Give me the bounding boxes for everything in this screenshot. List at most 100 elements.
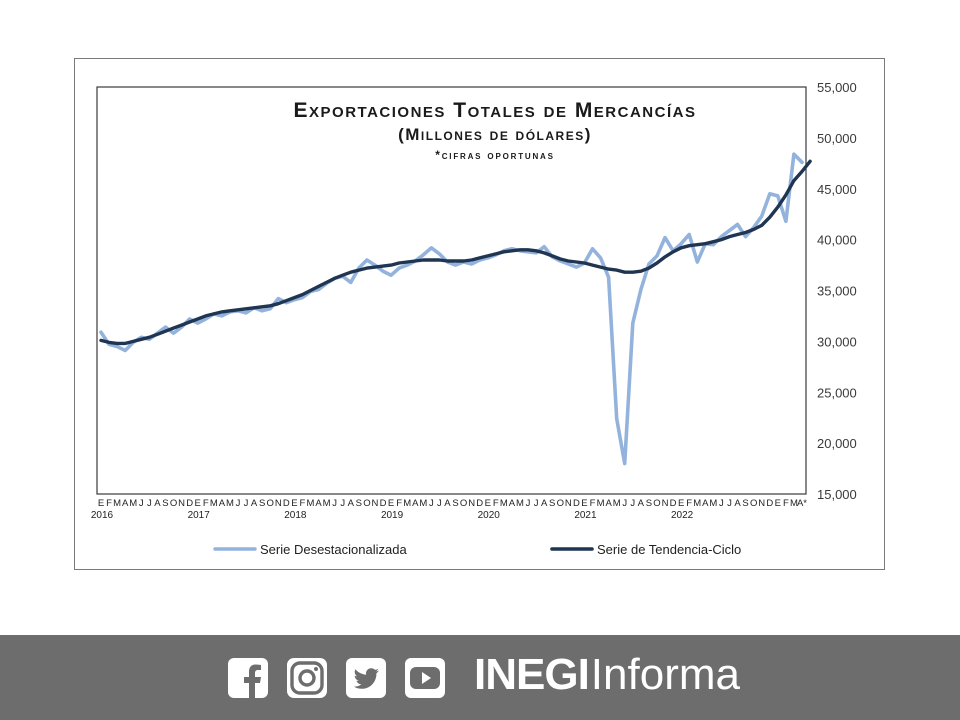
- instagram-icon[interactable]: [287, 658, 327, 698]
- x-tick-label: M: [693, 498, 701, 509]
- x-tick-label: N: [275, 498, 282, 509]
- line-chart: Exportaciones Totales de Mercancías (Mil…: [91, 80, 857, 557]
- x-tick-label: A: [412, 498, 419, 509]
- x-tick-label: A: [315, 498, 322, 509]
- x-tick-label: S: [162, 498, 168, 509]
- x-tick-label: J: [437, 498, 442, 509]
- x-tick-label: M: [403, 498, 411, 509]
- x-tick-label: M: [500, 498, 508, 509]
- x-tick-label: S: [452, 498, 458, 509]
- x-tick-label: J: [139, 498, 144, 509]
- y-tick-label: 45,000: [817, 182, 857, 197]
- x-tick-label: N: [468, 498, 475, 509]
- brand-regular: Informa: [590, 650, 740, 699]
- x-tick-label: S: [259, 498, 265, 509]
- y-tick-label: 50,000: [817, 131, 857, 146]
- series-layer: [99, 152, 812, 466]
- x-tick-label: A*: [797, 498, 807, 509]
- x-tick-label: E: [581, 498, 587, 509]
- x-tick-label: S: [356, 498, 362, 509]
- x-tick-label: M: [307, 498, 315, 509]
- x-tick-label: E: [775, 498, 781, 509]
- y-tick-label: 25,000: [817, 385, 857, 400]
- x-tick-label: M: [210, 498, 218, 509]
- legend-label: Serie Desestacionalizada: [260, 542, 407, 557]
- x-tick-label: A: [638, 498, 645, 509]
- x-tick-label: J: [244, 498, 249, 509]
- x-tick-label: J: [340, 498, 345, 509]
- x-tick-label: F: [106, 498, 112, 509]
- chart-frame: Exportaciones Totales de Mercancías (Mil…: [74, 58, 885, 570]
- x-year-label: 2018: [284, 510, 307, 521]
- x-tick-label: F: [300, 498, 306, 509]
- x-tick-label: A: [605, 498, 612, 509]
- series-line-1: [99, 152, 804, 466]
- plot-area: [96, 86, 807, 495]
- x-year-label: 2022: [671, 510, 694, 521]
- footer-bar: INEGIInforma: [0, 635, 960, 720]
- x-tick-label: N: [565, 498, 572, 509]
- x-tick-label: A: [251, 498, 258, 509]
- x-year-label: 2017: [188, 510, 211, 521]
- youtube-icon[interactable]: [405, 658, 445, 698]
- x-tick-label: E: [195, 498, 201, 509]
- x-tick-label: F: [493, 498, 499, 509]
- x-tick-label: M: [113, 498, 121, 509]
- x-tick-label: A: [734, 498, 741, 509]
- x-tick-label: F: [686, 498, 692, 509]
- x-year-label: 2021: [574, 510, 597, 521]
- x-tick-label: M: [323, 498, 331, 509]
- brand-bold: INEGI: [474, 650, 590, 699]
- chart-subtitle: (Millones de dólares): [398, 125, 592, 144]
- y-tick-label: 30,000: [817, 334, 857, 349]
- x-year-label: 2020: [478, 510, 501, 521]
- x-tick-label: M: [709, 498, 717, 509]
- twitter-icon[interactable]: [346, 658, 386, 698]
- x-tick-label: J: [429, 498, 434, 509]
- x-tick-label: J: [147, 498, 152, 509]
- x-tick-label: F: [783, 498, 789, 509]
- legend: Serie Desestacionalizada Serie de Tendenc…: [213, 542, 741, 557]
- x-tick-label: E: [388, 498, 394, 509]
- x-tick-label: O: [267, 498, 274, 509]
- x-tick-label: N: [758, 498, 765, 509]
- x-tick-label: A: [509, 498, 516, 509]
- x-tick-label: A: [154, 498, 161, 509]
- x-tick-label: E: [291, 498, 297, 509]
- x-tick-label: M: [129, 498, 137, 509]
- series-line-2: [99, 159, 812, 346]
- x-tick-label: M: [419, 498, 427, 509]
- x-tick-label: F: [396, 498, 402, 509]
- x-tick-label: D: [186, 498, 193, 509]
- x-tick-label: D: [283, 498, 290, 509]
- x-tick-label: S: [742, 498, 748, 509]
- y-tick-label: 20,000: [817, 436, 857, 451]
- x-tick-label: M: [597, 498, 605, 509]
- x-tick-label: F: [203, 498, 209, 509]
- x-tick-label: N: [372, 498, 379, 509]
- x-tick-label: O: [653, 498, 660, 509]
- x-tick-label: A: [444, 498, 451, 509]
- x-tick-label: E: [678, 498, 684, 509]
- x-tick-label: M: [226, 498, 234, 509]
- x-tick-label: A: [122, 498, 129, 509]
- inegi-informa-logo: INEGIInforma: [474, 645, 740, 705]
- x-tick-label: D: [573, 498, 580, 509]
- chart-note: *cifras oportunas: [435, 148, 555, 162]
- x-tick-label: J: [526, 498, 531, 509]
- x-tick-label: O: [363, 498, 370, 509]
- y-tick-label: 35,000: [817, 284, 857, 299]
- facebook-icon[interactable]: [228, 658, 268, 698]
- x-tick-label: E: [485, 498, 491, 509]
- x-tick-label: J: [332, 498, 337, 509]
- y-tick-label: 40,000: [817, 233, 857, 248]
- x-tick-label: O: [557, 498, 564, 509]
- x-tick-label: A: [348, 498, 355, 509]
- x-tick-label: D: [670, 498, 677, 509]
- x-tick-label: A: [219, 498, 226, 509]
- y-tick-label: 15,000: [817, 487, 857, 502]
- x-tick-label: O: [170, 498, 177, 509]
- x-tick-label: S: [646, 498, 652, 509]
- x-tick-label: D: [380, 498, 387, 509]
